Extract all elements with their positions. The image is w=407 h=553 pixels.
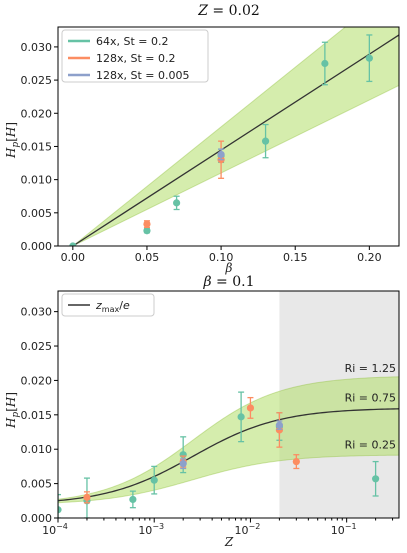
top-data-point [173,199,181,207]
top-frame [57,26,400,247]
top-x-tick-label: 0.15 [283,251,308,264]
bottom-data-point [58,506,62,514]
top-data-point [143,227,151,235]
bottom-y-tick-label: 0.030 [21,306,53,319]
top-data-point [69,242,77,246]
bottom-data-point [246,404,255,412]
top-plot-area [69,27,399,246]
top-x-tick-label: 0.20 [357,251,382,264]
bottom-legend-box [61,293,155,317]
top-y-tick-label: 0.015 [21,140,53,153]
top-legend-label: 64x, St = 0.2 [96,35,169,48]
top-data-point [321,59,329,68]
bottom-y-tick-label: 0.010 [21,443,53,456]
bottom-data-point [237,413,245,421]
top-chart-title: Z = 0.02 [197,3,260,19]
bottom-x-tick-label: 10−3 [138,522,164,537]
svg-text:Hp[H]: Hp[H] [4,122,21,159]
bottom-x-tick-label: 10−1 [331,522,357,537]
bottom-annotation: Ri = 0.25 [345,439,396,452]
bottom-annotation: Ri = 0.75 [345,392,396,405]
bottom-x-tick-label: 10−4 [42,522,68,537]
bottom-data-point [372,475,380,483]
top-y-tick-label: 0.000 [21,240,53,253]
top-y-axis-label: Hp[H] [4,122,21,159]
top-y-tick-label: 0.030 [21,41,53,54]
top-data-point [365,54,373,62]
bottom-x-axis-label: Z [224,535,234,549]
top-x-tick-label: 0.10 [209,251,234,264]
svg-text:Hp[H]: Hp[H] [4,392,21,429]
top-data-point [261,137,270,145]
bottom-data-point [83,493,91,501]
top-chart: Z = 0.02 Hp[H] β 0.00 0.05 0.10 0.15 0.20 0.0… [4,3,400,275]
top-y-tick-label: 0.025 [21,74,53,87]
bottom-x-tick-label: 10−2 [235,522,261,537]
bottom-chart: β = 0.1 Hp[H] Z 10−4 10−3 10−2 10−1 0.000 0.0… [4,274,400,549]
bottom-y-tick-label: 0.015 [21,409,53,422]
bottom-frame [57,290,400,519]
bottom-y-tick-label: 0.000 [21,512,53,525]
top-legend: 64x, St = 0.2 128x, St = 0.2 128x, St = 0.… [61,29,209,83]
top-band [72,27,399,246]
bottom-y-tick-label: 0.005 [21,478,53,491]
bottom-annotation: Ri = 1.25 [345,362,396,375]
top-fit-line [72,34,399,246]
bottom-plot-area [58,291,399,518]
bottom-chart-title: β = 0.1 [203,274,255,290]
bottom-data-point [129,495,137,504]
bottom-data-point [150,476,158,484]
top-legend-box [61,29,209,83]
bottom-legend: zmax/e [61,293,155,317]
bottom-fit-curve [58,408,399,502]
top-y-tick-label: 0.010 [21,174,53,187]
bottom-data-point [275,421,283,429]
top-x-axis-label: β [225,261,233,275]
bottom-legend-label: zmax/e [95,299,130,314]
top-x-tick-label: 0.00 [61,251,86,264]
top-legend-label: 128x, St = 0.005 [96,69,190,82]
bottom-y-tick-label: 0.025 [21,340,53,353]
top-y-tick-label: 0.020 [21,107,53,120]
bottom-y-axis-label: Hp[H] [4,392,21,429]
top-data-point [143,220,151,228]
top-data-point [217,150,225,159]
top-x-tick-label: 0.05 [135,251,160,264]
top-legend-label: 128x, St = 0.2 [96,52,176,65]
bottom-y-tick-label: 0.020 [21,374,53,387]
top-y-tick-label: 0.005 [21,207,53,220]
bottom-band [58,376,399,504]
bottom-data-point [292,457,300,466]
bottom-data-point [179,460,187,468]
